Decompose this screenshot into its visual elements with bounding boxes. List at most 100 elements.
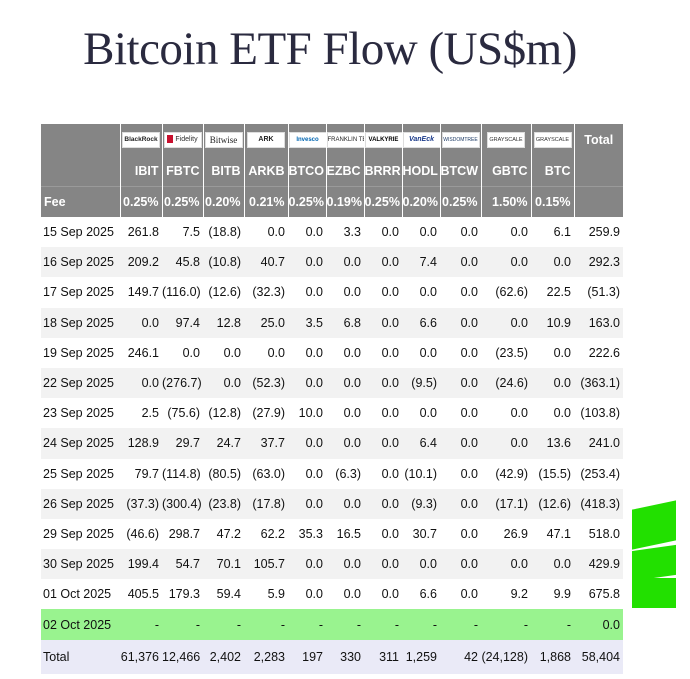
flow-value: 0.0 [326, 398, 364, 429]
fee-label: Fee [41, 186, 121, 217]
flow-value: 0.0 [440, 428, 481, 459]
flow-value: 0.0 [244, 337, 288, 368]
wisdomtree-logo: WISDOMTREE [441, 131, 480, 148]
logo-cell: Invesco [288, 124, 327, 155]
flow-value: 25.0 [244, 307, 288, 338]
row-total-value: 292.3 [574, 247, 623, 278]
flow-value: (12.6) [203, 277, 244, 308]
flow-value: (18.8) [203, 217, 244, 248]
row-date: 25 Sep 2025 [41, 458, 120, 489]
table-row: 17 Sep 2025 149.7 (116.0) (12.6) (32.3) 0.0 0.… [41, 277, 623, 308]
flow-value: 13.6 [531, 428, 574, 459]
flow-value: (32.3) [244, 277, 288, 308]
flow-value: - [481, 609, 531, 640]
ark-logo: ARK [247, 131, 285, 148]
grayscale-mini-logo: GRAYSCALE [533, 131, 572, 148]
flow-value: (46.6) [120, 518, 162, 550]
flow-value: 0.0 [120, 307, 162, 338]
ticker-header: BTCO [288, 155, 327, 187]
table-row: 25 Sep 2025 79.7 (114.8) (80.5) (63.0) 0.0 (6.… [41, 458, 623, 489]
logo-cell: VALKYRIE [364, 124, 403, 155]
flow-value: 62.2 [244, 518, 288, 550]
flow-value: 47.1 [531, 518, 574, 550]
flow-value: (6.3) [326, 458, 364, 489]
flow-value: 0.0 [402, 277, 440, 308]
fee-value: 0.21% [244, 186, 289, 217]
flow-value: 45.8 [162, 247, 203, 278]
flow-value: 0.0 [203, 367, 244, 399]
fee-value: 0.20% [402, 186, 441, 217]
flow-value: 0.0 [440, 247, 481, 278]
logo-cell: FRANKLIN TEMPLETON [326, 124, 365, 155]
flow-value: 0.0 [120, 367, 162, 399]
row-date: 16 Sep 2025 [41, 247, 120, 278]
flow-value: 0.0 [481, 247, 531, 278]
row-total-value: (253.4) [574, 458, 623, 489]
total-value: 42 [440, 639, 481, 674]
flow-value: 0.0 [288, 579, 326, 610]
ticker-header: BTCW [440, 155, 482, 187]
flow-value: 0.0 [481, 549, 531, 580]
flow-value: 47.2 [203, 518, 244, 550]
flow-value: 70.1 [203, 549, 244, 580]
watermark-shape-top [632, 500, 676, 550]
table-row: 23 Sep 2025 2.5 (75.6) (12.8) (27.9) 10.0 0.0 0… [41, 398, 623, 429]
row-date: 24 Sep 2025 [41, 428, 120, 459]
row-total-value: (51.3) [574, 277, 623, 308]
table-row: 18 Sep 2025 0.0 97.4 12.8 25.0 3.5 6.8 0.0 6.6 0.… [41, 307, 623, 338]
flow-value: 10.0 [288, 398, 326, 429]
flow-value: 0.0 [481, 307, 531, 338]
flow-value: 0.0 [481, 428, 531, 459]
flow-value: 6.8 [326, 307, 364, 338]
ticker-header: BRRR [364, 155, 403, 187]
flow-value: 22.5 [531, 277, 574, 308]
flow-value: 0.0 [440, 217, 481, 248]
table-row: 19 Sep 2025 246.1 0.0 0.0 0.0 0.0 0.0 0.0 0.0 0.0… [41, 337, 623, 368]
flow-value: 0.0 [288, 428, 326, 459]
ticker-header: BITB [203, 155, 245, 187]
flow-value: 179.3 [162, 579, 203, 610]
flow-value: 6.1 [531, 217, 574, 248]
row-date: 15 Sep 2025 [41, 217, 120, 248]
flow-value: 0.0 [364, 518, 402, 550]
flow-value: 9.9 [531, 579, 574, 610]
table-row: 29 Sep 2025 (46.6) 298.7 47.2 62.2 35.3 16.5 0.… [41, 518, 623, 550]
fee-value: 0.19% [326, 186, 365, 217]
table-row: 02 Oct 2025- - - - - - - - - - -0.0 [41, 609, 623, 640]
flow-value: 0.0 [402, 398, 440, 429]
flow-value: 59.4 [203, 579, 244, 610]
flow-value: - [162, 609, 203, 640]
total-value: 61,376 [120, 639, 162, 674]
flow-value: 0.0 [481, 398, 531, 429]
flow-value: 0.0 [531, 398, 574, 429]
flow-value: 0.0 [364, 398, 402, 429]
flow-value: 3.3 [326, 217, 364, 248]
vaneck-logo: VanEck [402, 131, 439, 148]
flow-value: 35.3 [288, 518, 326, 550]
flow-value: 0.0 [531, 367, 574, 399]
total-value: 311 [364, 639, 402, 674]
flow-value: 10.9 [531, 307, 574, 338]
ticker-header: BTC [531, 155, 575, 187]
flow-value: 0.0 [203, 337, 244, 368]
total-value: 1,259 [402, 639, 440, 674]
total-value: 330 [326, 639, 364, 674]
total-value: 12,466 [162, 639, 203, 674]
flow-value: - [244, 609, 288, 640]
total-row: Total 61,376 12,466 2,402 2,283 197 330 311 1,25… [41, 639, 623, 674]
flow-value: 0.0 [288, 337, 326, 368]
flow-value: 0.0 [288, 277, 326, 308]
flow-value: 0.0 [440, 307, 481, 338]
table-row: 30 Sep 2025 199.4 54.7 70.1 105.7 0.0 0.0 0.0 0.… [41, 549, 623, 580]
table-row: 26 Sep 2025 (37.3) (300.4) (23.8) (17.8) 0.0 0… [41, 488, 623, 519]
flow-value: 0.0 [288, 549, 326, 580]
table-row: 24 Sep 2025 128.9 29.7 24.7 37.7 0.0 0.0 0.0 6.4… [41, 428, 623, 459]
flow-value: 105.7 [244, 549, 288, 580]
fee-value: 0.25% [288, 186, 327, 217]
ticker-header: ARKB [244, 155, 289, 187]
flow-value: (27.9) [244, 398, 288, 429]
ticker-header: IBIT [120, 155, 163, 187]
flow-value: 79.7 [120, 458, 162, 489]
flow-value: 0.0 [162, 337, 203, 368]
flow-value: 0.0 [364, 367, 402, 399]
